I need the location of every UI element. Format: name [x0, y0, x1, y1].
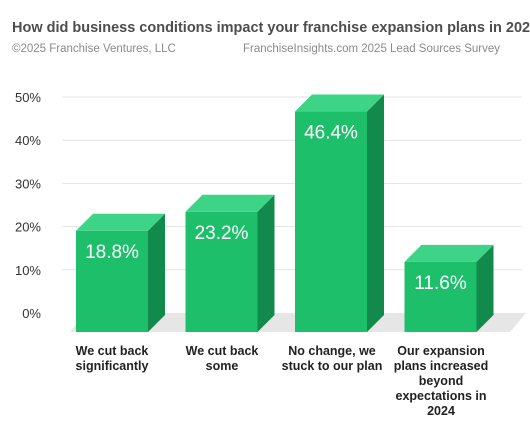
survey-source: FranchiseInsights.com 2025 Lead Sources …	[243, 43, 500, 55]
data-label: 18.8%	[85, 242, 139, 263]
category-label: No change, we stuck to our plan	[281, 344, 383, 373]
category-label: Our expansion plans increased beyond exp…	[393, 344, 489, 418]
y-tick-label: 20%	[15, 220, 41, 235]
category-label: We cut back significantly	[75, 344, 149, 373]
bar-side	[367, 94, 384, 332]
y-tick-label: 30%	[15, 176, 41, 191]
bar-top	[185, 194, 275, 212]
bar	[185, 211, 258, 332]
bar-side	[257, 194, 275, 332]
chart-title: How did business conditions impact your …	[12, 20, 530, 36]
y-tick-label: 40%	[15, 133, 41, 148]
category-label: We cut back some	[185, 344, 259, 373]
y-tick-label: 10%	[15, 263, 41, 278]
data-label: 11.6%	[414, 273, 467, 294]
bar-top	[76, 213, 165, 231]
y-tick-label: 0%	[22, 306, 41, 321]
data-label: 23.2%	[195, 223, 249, 244]
bar-side	[476, 244, 494, 332]
y-tick-label: 50%	[15, 90, 41, 105]
bar	[76, 230, 148, 332]
bar-side	[148, 213, 165, 332]
data-label: 46.4%	[304, 123, 358, 144]
bar-top	[295, 94, 384, 112]
bar	[295, 111, 367, 332]
bar	[404, 261, 477, 332]
copyright-notice: ©2025 Franchise Ventures, LLC	[12, 43, 176, 55]
bar-top	[404, 244, 494, 262]
